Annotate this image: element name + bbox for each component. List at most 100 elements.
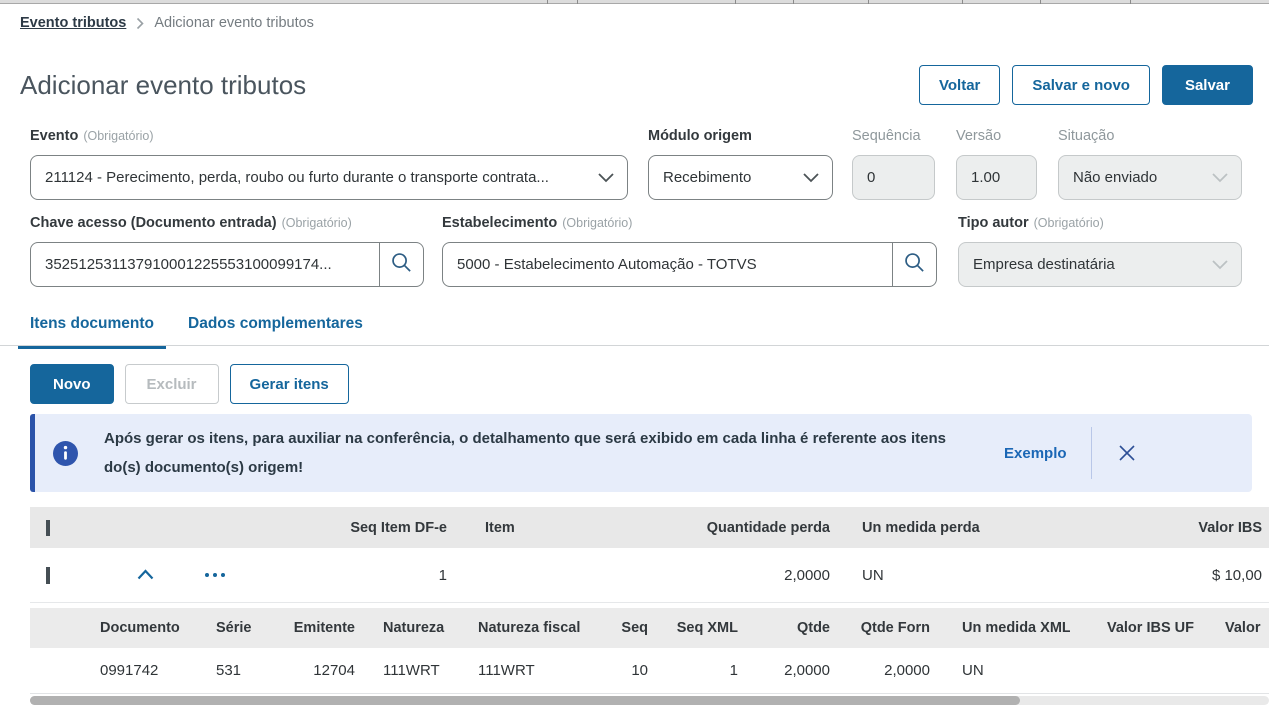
cell-natureza-fiscal: 111WRT (478, 662, 535, 679)
items-toolbar: Novo Excluir Gerar itens (30, 364, 349, 404)
sequencia-value: 0 (867, 169, 876, 186)
versao-label: Versão (956, 128, 1002, 144)
estabelecimento-label: Estabelecimento (Obrigatório) (442, 215, 633, 231)
cell-valor-ibs: $ 10,00 (1211, 566, 1262, 584)
versao-value: 1.00 (971, 169, 1001, 186)
cell-seq: 10 (631, 662, 648, 679)
horizontal-scrollbar[interactable] (30, 696, 1269, 705)
table-row: 1 2,0000 UN $ 10,00 (30, 548, 1269, 603)
tipo-autor-value: Empresa destinatária (973, 256, 1115, 273)
select-all-checkbox[interactable] (46, 519, 50, 536)
salvar-e-novo-button[interactable]: Salvar e novo (1012, 65, 1150, 105)
situacao-value: Não enviado (1073, 169, 1158, 186)
modulo-origem-label: Módulo origem (648, 128, 752, 144)
col-valor-ibs: Valor IBS (1198, 519, 1262, 536)
col-valor: Valor (1225, 620, 1261, 636)
estabelecimento-lookup: 5000 - Estabelecimento Automação - TOTVS (442, 242, 937, 287)
col-un-medida-xml: Un medida XML (962, 620, 1070, 636)
tabs-divider (0, 345, 1269, 346)
col-seq-item-dfe: Seq Item DF-e (350, 519, 447, 536)
col-un-medida-perda: Un medida perda (862, 519, 980, 536)
search-icon (390, 251, 413, 278)
tipo-autor-required-hint: (Obrigatório) (1033, 216, 1104, 230)
exemplo-link[interactable]: Exemplo (1004, 444, 1067, 462)
scrollbar-thumb[interactable] (30, 696, 1020, 705)
row-checkbox[interactable] (46, 566, 50, 584)
cell-serie: 531 (216, 662, 242, 679)
cell-seq-xml: 1 (729, 662, 738, 679)
search-icon (903, 251, 926, 278)
chevron-down-icon (598, 172, 627, 183)
versao-input: 1.00 (956, 155, 1037, 200)
estabelecimento-search-button[interactable] (892, 243, 936, 286)
cell-un-medida-xml: UN (962, 662, 984, 679)
tab-itens-documento[interactable]: Itens documento (18, 309, 167, 349)
modulo-origem-value: Recebimento (663, 169, 752, 186)
evento-value: 211124 - Perecimento, perda, roubo ou fu… (45, 169, 549, 186)
items-table-header: Seq Item DF-e Item Quantidade perda Un m… (30, 507, 1269, 548)
cell-natureza: 111WRT (383, 662, 440, 679)
col-qtde-forn: Qtde Forn (860, 620, 930, 636)
page-title: Adicionar evento tributos (20, 70, 307, 100)
chave-acesso-lookup: 352512531137910001225553100099174... (30, 242, 424, 287)
modulo-origem-select[interactable]: Recebimento (648, 155, 833, 200)
chevron-right-icon (136, 17, 144, 30)
cell-un-medida-perda: UN (862, 566, 884, 584)
sequencia-label: Sequência (852, 128, 921, 144)
tipo-autor-label: Tipo autor (Obrigatório) (958, 215, 1104, 231)
evento-select[interactable]: 211124 - Perecimento, perda, roubo ou fu… (30, 155, 628, 200)
cell-documento: 0991742 (100, 662, 159, 679)
breadcrumb-parent-link[interactable]: Evento tributos (20, 15, 127, 31)
info-banner: Após gerar os itens, para auxiliar na co… (30, 414, 1252, 492)
close-icon[interactable] (1116, 442, 1138, 464)
evento-required-hint: (Obrigatório) (83, 129, 154, 143)
detail-table-row: 0991742 531 12704 111WRT 111WRT 10 1 2,0… (30, 648, 1269, 694)
detail-table-header: Documento Série Emitente Natureza Nature… (30, 608, 1269, 648)
chave-acesso-input[interactable]: 352512531137910001225553100099174... (45, 256, 332, 273)
col-seq: Seq (621, 620, 648, 636)
info-banner-message: Após gerar os itens, para auxiliar na co… (104, 430, 946, 476)
col-documento: Documento (100, 620, 180, 636)
col-serie: Série (216, 620, 252, 636)
novo-button[interactable]: Novo (30, 364, 114, 404)
collapse-row-icon[interactable] (137, 567, 154, 584)
chave-acesso-search-button[interactable] (379, 243, 423, 286)
estabelecimento-required-hint: (Obrigatório) (562, 216, 633, 230)
evento-label: Evento (Obrigatório) (30, 128, 154, 144)
situacao-select: Não enviado (1058, 155, 1242, 200)
header-actions: Voltar Salvar e novo Salvar (919, 65, 1253, 105)
situacao-label: Situação (1058, 128, 1115, 144)
col-natureza-fiscal: Natureza fiscal (478, 620, 581, 636)
cell-emitente: 12704 (313, 662, 355, 679)
banner-divider (1090, 427, 1092, 479)
sequencia-input: 0 (852, 155, 935, 200)
col-quantidade-perda: Quantidade perda (706, 519, 830, 536)
chevron-down-icon (803, 172, 832, 183)
cell-seq-item-dfe: 1 (438, 566, 447, 584)
chevron-down-icon (1212, 172, 1241, 183)
chave-acesso-label: Chave acesso (Documento entrada) (Obrigat… (30, 215, 352, 231)
voltar-button[interactable]: Voltar (919, 65, 1001, 105)
cell-qtde-forn: 2,0000 (884, 662, 930, 679)
info-icon (53, 440, 78, 466)
cell-qtde: 2,0000 (784, 662, 830, 679)
col-valor-ibs-uf: Valor IBS UF (1106, 620, 1194, 636)
col-item: Item (485, 519, 515, 536)
salvar-button[interactable]: Salvar (1161, 65, 1253, 105)
chave-acesso-required-hint: (Obrigatório) (281, 216, 352, 230)
chevron-down-icon (1212, 259, 1241, 270)
gerar-itens-button[interactable]: Gerar itens (229, 364, 349, 404)
breadcrumb: Evento tributos Adicionar evento tributo… (20, 15, 314, 31)
estabelecimento-input[interactable]: 5000 - Estabelecimento Automação - TOTVS (457, 256, 757, 273)
tipo-autor-select: Empresa destinatária (958, 242, 1242, 287)
tab-dados-complementares[interactable]: Dados complementares (188, 315, 363, 332)
col-seq-xml: Seq XML (676, 620, 738, 636)
top-cutoff-strip (0, 0, 1269, 4)
col-natureza: Natureza (383, 620, 445, 636)
cell-quantidade-perda: 2,0000 (784, 566, 830, 584)
excluir-button: Excluir (124, 364, 219, 404)
col-emitente: Emitente (293, 620, 355, 636)
col-qtde: Qtde (796, 620, 830, 636)
row-actions-icon[interactable] (205, 573, 225, 577)
